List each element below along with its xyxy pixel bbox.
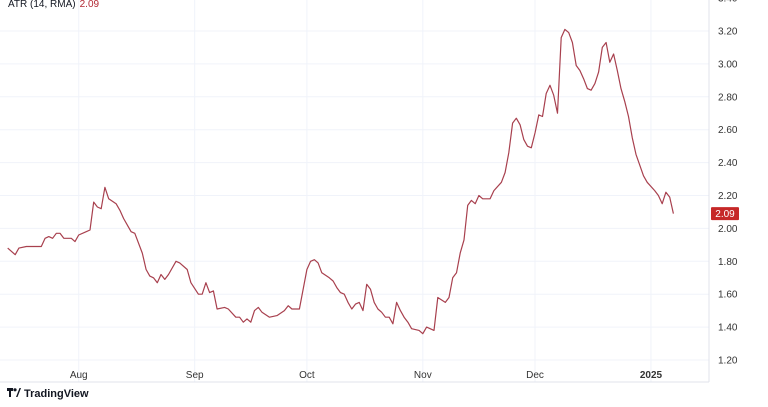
y-tick-label: 2.40 — [718, 158, 738, 169]
y-tick-label: 1.80 — [718, 257, 738, 268]
x-tick-label: Oct — [299, 370, 315, 381]
last-value-text: 2.09 — [715, 209, 735, 220]
indicator-value: 2.09 — [79, 0, 100, 10]
x-tick-label: Aug — [70, 370, 88, 381]
brand-name: TradingView — [24, 388, 89, 400]
tradingview-logo-icon — [7, 388, 21, 400]
y-tick-label: 2.00 — [718, 224, 738, 235]
y-tick-label: 1.20 — [718, 356, 738, 367]
grid — [0, 0, 709, 382]
tradingview-brand[interactable]: TradingView — [7, 388, 89, 400]
x-tick-label: Nov — [414, 370, 432, 381]
atr-series-line — [7, 28, 674, 335]
time-axis[interactable]: Aug Sep Oct Nov Dec 2025 — [70, 370, 663, 381]
y-tick-label: 3.20 — [718, 27, 738, 38]
y-tick-label: 3.40 — [718, 0, 738, 5]
x-tick-label: 2025 — [640, 370, 663, 381]
x-tick-label: Dec — [526, 370, 544, 381]
y-tick-label: 2.20 — [718, 191, 738, 202]
y-tick-label: 1.60 — [718, 290, 738, 301]
last-value-label: 2.09 — [711, 207, 739, 221]
y-tick-label: 3.00 — [718, 59, 738, 70]
y-tick-label: 2.80 — [718, 92, 738, 103]
indicator-name: ATR (14, RMA) — [8, 0, 76, 10]
price-axis[interactable]: 1.20 1.40 1.60 1.80 2.00 2.20 2.40 2.60 2.80 3.00… — [718, 0, 738, 367]
x-tick-label: Sep — [186, 370, 204, 381]
y-tick-label: 1.40 — [718, 323, 738, 334]
indicator-legend[interactable]: ATR (14, RMA) 2.09 — [8, 0, 99, 10]
y-tick-label: 2.60 — [718, 125, 738, 136]
